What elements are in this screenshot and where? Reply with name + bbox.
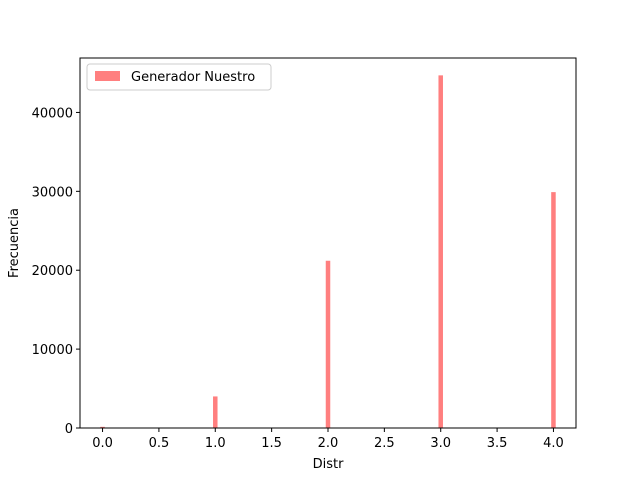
y-tick-label: 40000: [32, 106, 73, 121]
bars-layer: [100, 75, 556, 429]
x-tick-label: 3.5: [487, 436, 508, 451]
y-tick-label: 0: [65, 422, 73, 437]
x-tick-label: 2.0: [318, 436, 339, 451]
histogram-bar: [551, 192, 556, 428]
legend-swatch: [95, 71, 120, 81]
x-tick-label: 4.0: [543, 436, 564, 451]
x-tick-label: 0.5: [149, 436, 170, 451]
y-tick-label: 20000: [32, 264, 73, 279]
y-tick-label: 30000: [32, 185, 73, 200]
histogram-bar: [213, 396, 218, 428]
x-tick-label: 0.0: [92, 436, 113, 451]
histogram-bar: [100, 426, 105, 428]
legend-label: Generador Nuestro: [131, 70, 255, 85]
y-axis-label: Frecuencia: [7, 208, 22, 278]
x-tick-label: 2.5: [374, 436, 395, 451]
y-axis-ticks: 0 10000 20000 30000 40000: [32, 106, 80, 437]
histogram-bar: [325, 260, 331, 428]
x-axis-ticks: 0.0 0.5 1.0 1.5 2.0 2.5 3.0 3.5 4.0: [92, 428, 564, 451]
histogram-bar: [438, 75, 443, 429]
legend: Generador Nuestro: [86, 63, 272, 91]
y-tick-label: 10000: [32, 343, 73, 358]
x-tick-label: 1.0: [205, 436, 226, 451]
x-tick-label: 3.0: [430, 436, 451, 451]
legend-box: [86, 63, 272, 91]
x-axis-label: Distr: [313, 457, 344, 472]
x-tick-label: 1.5: [261, 436, 282, 451]
